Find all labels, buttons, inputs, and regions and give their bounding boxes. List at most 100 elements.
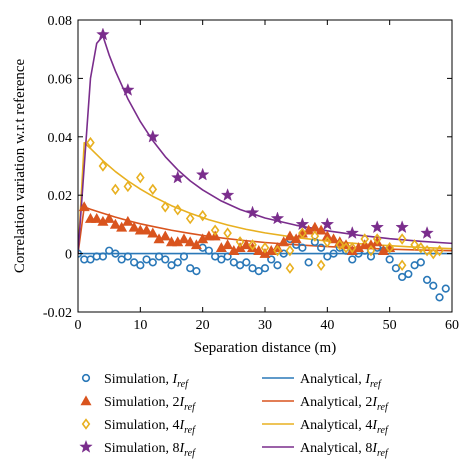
data-point [321, 230, 333, 241]
legend-label: Analytical, 8Iref [300, 441, 389, 459]
y-axis-label: Correlation variation w.r.t reference [12, 58, 28, 273]
data-point [304, 258, 313, 267]
legend-label-coef: 2 [172, 395, 179, 410]
legend-label-prefix: Simulation, [104, 395, 172, 410]
data-point [248, 264, 257, 273]
data-point [136, 171, 145, 184]
legend-label-symbol: I [171, 372, 178, 387]
legend-label-subscript: ref [177, 379, 189, 390]
data-point [248, 239, 257, 251]
legend-label: Simulation, 4Iref [104, 418, 196, 436]
legend-label-subscript: ref [377, 425, 389, 436]
legend-label-subscript: ref [370, 379, 382, 390]
x-tick-label: 60 [445, 318, 459, 333]
data-point [192, 267, 201, 276]
data-point [397, 233, 407, 245]
data-point [270, 211, 285, 225]
data-point [366, 244, 376, 257]
data-point [320, 217, 335, 231]
data-point [410, 261, 419, 270]
legend-label-coef: 4 [172, 418, 179, 433]
legend-label: Simulation, 2Iref [104, 395, 196, 413]
data-point [422, 275, 432, 284]
legend-label: Analytical, Iref [300, 372, 382, 390]
data-point [429, 281, 438, 290]
data-point [317, 243, 326, 252]
data-point [105, 246, 114, 255]
data-point [223, 227, 232, 239]
data-point [260, 242, 270, 254]
legend-label-subscript: ref [377, 448, 389, 459]
data-point [170, 170, 185, 184]
data-point [141, 224, 153, 235]
data-point [130, 258, 139, 267]
data-point [267, 255, 276, 264]
data-point [279, 249, 288, 258]
data-point [91, 212, 103, 223]
data-point [278, 236, 290, 247]
data-point [395, 220, 409, 234]
legend-label-prefix: Simulation, [104, 441, 172, 456]
data-point [273, 244, 282, 257]
legend-label-prefix: Analytical, [300, 441, 365, 456]
data-point [86, 255, 95, 264]
data-point [253, 245, 265, 255]
legend-label-symbol: I [178, 395, 185, 410]
data-point [242, 258, 251, 267]
legend-label-symbol: I [371, 395, 378, 410]
data-point [111, 249, 120, 258]
data-point [142, 255, 151, 264]
data-point [420, 226, 434, 239]
data-point [323, 236, 332, 248]
data-point [371, 236, 383, 247]
x-tick-label: 50 [383, 318, 397, 333]
data-point [385, 242, 394, 254]
data-point [323, 252, 332, 261]
data-point [96, 27, 110, 41]
data-point [222, 239, 234, 250]
data-point [435, 244, 444, 257]
y-tick-label: 0 [65, 248, 72, 263]
legend-label-symbol: I [178, 418, 185, 433]
legend-marker-triangle [80, 395, 92, 406]
data-point [78, 201, 90, 212]
data-point [290, 233, 302, 244]
data-point [210, 224, 220, 236]
legend-label-prefix: Analytical, [300, 372, 365, 387]
data-point [416, 258, 425, 267]
data-point [285, 262, 295, 274]
data-point [167, 261, 176, 270]
data-point [148, 183, 158, 196]
data-point [273, 261, 282, 270]
data-point [398, 272, 407, 282]
legend-label-subscript: ref [184, 402, 196, 413]
legend-label-prefix: Simulation, [104, 372, 172, 387]
data-point [370, 220, 384, 234]
data-point [422, 244, 432, 257]
data-point [161, 255, 170, 264]
data-point [404, 269, 413, 279]
data-point [360, 233, 370, 245]
y-tick-label: 0.02 [48, 189, 73, 204]
data-point [154, 252, 164, 261]
legend-label-coef: 8 [172, 441, 179, 456]
data-point [184, 236, 196, 247]
data-point [366, 252, 376, 261]
data-point [429, 247, 438, 260]
data-point [410, 239, 419, 251]
data-point [195, 167, 210, 181]
y-tick-label: -0.02 [43, 306, 72, 321]
legend-label-subscript: ref [184, 425, 196, 436]
data-point [328, 233, 340, 244]
data-point [391, 264, 401, 273]
data-point [329, 249, 338, 258]
data-point [173, 258, 182, 267]
legend-label-symbol: I [371, 441, 378, 456]
data-point [111, 183, 120, 196]
data-point [173, 204, 183, 216]
legend-label-prefix: Analytical, [300, 418, 365, 433]
legend-label: Analytical, 4Iref [300, 418, 389, 436]
